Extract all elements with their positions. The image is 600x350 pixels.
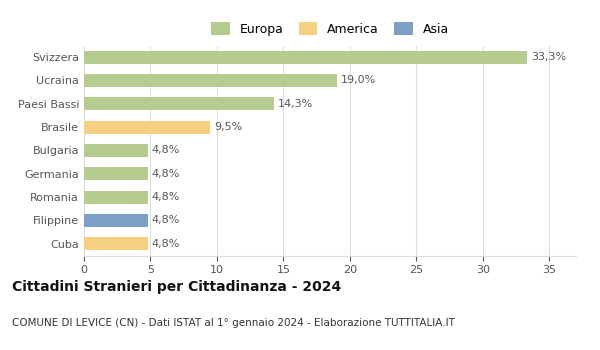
Bar <box>84 144 148 157</box>
Bar <box>84 74 337 87</box>
Text: 33,3%: 33,3% <box>531 52 566 62</box>
Text: 4,8%: 4,8% <box>152 216 180 225</box>
Text: COMUNE DI LEVICE (CN) - Dati ISTAT al 1° gennaio 2024 - Elaborazione TUTTITALIA.: COMUNE DI LEVICE (CN) - Dati ISTAT al 1°… <box>12 318 455 329</box>
Bar <box>84 191 148 204</box>
Bar <box>84 214 148 227</box>
Text: 19,0%: 19,0% <box>341 76 376 85</box>
Text: 9,5%: 9,5% <box>214 122 242 132</box>
Bar <box>84 167 148 180</box>
Bar <box>84 237 148 250</box>
Bar <box>84 51 527 64</box>
Bar <box>84 97 274 110</box>
Text: 4,8%: 4,8% <box>152 169 180 179</box>
Text: 4,8%: 4,8% <box>152 192 180 202</box>
Text: 4,8%: 4,8% <box>152 239 180 249</box>
Text: 4,8%: 4,8% <box>152 146 180 155</box>
Legend: Europa, America, Asia: Europa, America, Asia <box>211 22 449 36</box>
Text: Cittadini Stranieri per Cittadinanza - 2024: Cittadini Stranieri per Cittadinanza - 2… <box>12 280 341 294</box>
Bar <box>84 121 211 134</box>
Text: 14,3%: 14,3% <box>278 99 313 109</box>
